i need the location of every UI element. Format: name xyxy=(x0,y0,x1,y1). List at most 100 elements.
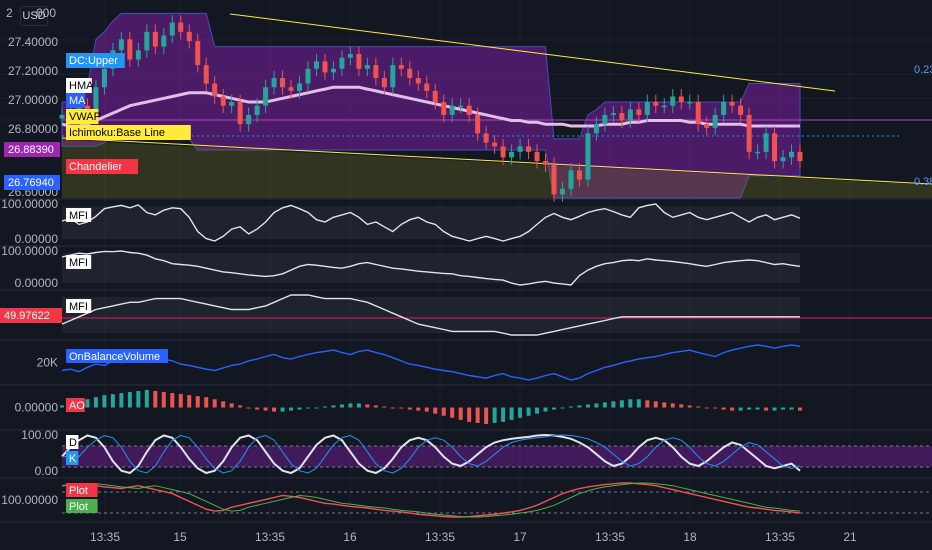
ao-bar xyxy=(509,407,514,420)
candle-body xyxy=(84,105,90,110)
ao-bar xyxy=(60,405,64,408)
ao-bar xyxy=(730,407,735,411)
ao-bar xyxy=(289,407,294,411)
price-axis-label: 000 xyxy=(36,6,56,20)
candle-body xyxy=(509,151,515,158)
candle-body xyxy=(746,114,752,152)
candle-body xyxy=(373,65,379,78)
candle-body xyxy=(772,133,778,162)
indicator-panes xyxy=(60,203,932,518)
stoch-band xyxy=(62,446,932,467)
pane-legend-tag xyxy=(66,349,168,363)
pane-line-secondary xyxy=(62,482,801,518)
pane-line xyxy=(61,344,801,381)
candle-body xyxy=(220,96,226,106)
currency-button[interactable]: USD xyxy=(20,6,48,26)
ao-bar xyxy=(136,391,141,408)
time-axis-label: 15 xyxy=(173,530,187,544)
candle-body xyxy=(695,102,701,125)
ao-bar xyxy=(662,402,667,408)
candle-body xyxy=(789,151,795,158)
price-tag xyxy=(4,142,60,157)
candle-body xyxy=(559,188,565,195)
candle-body xyxy=(313,61,319,69)
ma-line xyxy=(61,85,800,128)
pane-legend-text: MFI xyxy=(69,301,88,313)
ao-bar xyxy=(713,407,718,409)
price-axis-label: 26.80000 xyxy=(8,122,58,136)
ao-bar xyxy=(85,399,90,408)
ao-bar xyxy=(433,407,438,414)
ao-bar xyxy=(280,407,285,412)
candle-body xyxy=(135,50,141,60)
candle-body xyxy=(704,124,710,128)
ao-bar xyxy=(602,402,607,408)
candle-body xyxy=(712,114,718,128)
candle-body xyxy=(543,161,549,165)
ao-bar xyxy=(721,407,726,410)
candle-body xyxy=(254,105,260,115)
pane-line xyxy=(61,250,801,286)
pane-legend-text: Plot xyxy=(69,501,88,513)
ao-bar xyxy=(322,406,327,408)
ao-bar xyxy=(687,405,692,408)
ao-bar xyxy=(356,403,361,408)
candle-body xyxy=(738,105,744,115)
ao-bar xyxy=(390,407,395,409)
ao-bar xyxy=(424,407,429,412)
candle-body xyxy=(169,22,175,36)
trendline-upper xyxy=(229,13,836,92)
pane-legend-text: K xyxy=(69,453,77,465)
overlay-legend-text: MA xyxy=(69,95,86,107)
candle-body xyxy=(237,102,243,125)
ao-bar xyxy=(738,407,743,411)
price-tag xyxy=(4,175,60,190)
ao-bar xyxy=(212,399,217,408)
candle-body xyxy=(144,31,150,51)
candle-body xyxy=(585,133,591,180)
candle-body xyxy=(687,102,693,104)
ao-bar xyxy=(246,407,251,409)
pane-legend-text: Plot xyxy=(69,485,88,497)
pane-legend-tag xyxy=(66,255,92,269)
ao-bar xyxy=(297,407,302,410)
ao-bar xyxy=(518,407,523,418)
time-axis-label: 21 xyxy=(843,530,857,544)
pane-mfi xyxy=(61,250,801,286)
candle-body xyxy=(322,61,328,73)
ao-bar xyxy=(238,405,243,408)
ao-bar xyxy=(373,405,378,408)
ao-bar xyxy=(475,407,480,423)
ao-bar xyxy=(781,407,786,410)
ao-bar xyxy=(552,407,556,410)
ao-bar xyxy=(306,407,310,409)
candle-body xyxy=(458,105,464,108)
time-axis-label: 13:35 xyxy=(255,530,285,544)
candle-body xyxy=(602,114,608,125)
candle-body xyxy=(390,65,396,88)
ao-bar xyxy=(628,399,633,408)
ao-bar xyxy=(272,407,277,412)
ao-bar xyxy=(798,407,802,411)
candle-body xyxy=(755,151,761,154)
pane-legend-tag xyxy=(66,398,85,412)
trendline-lower xyxy=(61,137,932,185)
ao-bar xyxy=(348,403,353,408)
candle-body xyxy=(203,65,209,84)
ao-bar xyxy=(636,399,641,408)
candle-body xyxy=(229,102,235,106)
ao-bar xyxy=(696,406,701,408)
overlay-legend-tag xyxy=(66,93,86,108)
ao-bar xyxy=(492,407,497,423)
ao-bar xyxy=(450,407,455,418)
ao-bar xyxy=(458,407,463,420)
candle-body xyxy=(610,113,616,115)
candle-body xyxy=(288,87,294,91)
ao-bar xyxy=(535,407,540,414)
candle-body xyxy=(721,102,727,115)
candle-body xyxy=(407,68,413,78)
ao-bar xyxy=(416,407,421,411)
pane-line xyxy=(61,433,801,475)
candle-body xyxy=(101,68,107,88)
